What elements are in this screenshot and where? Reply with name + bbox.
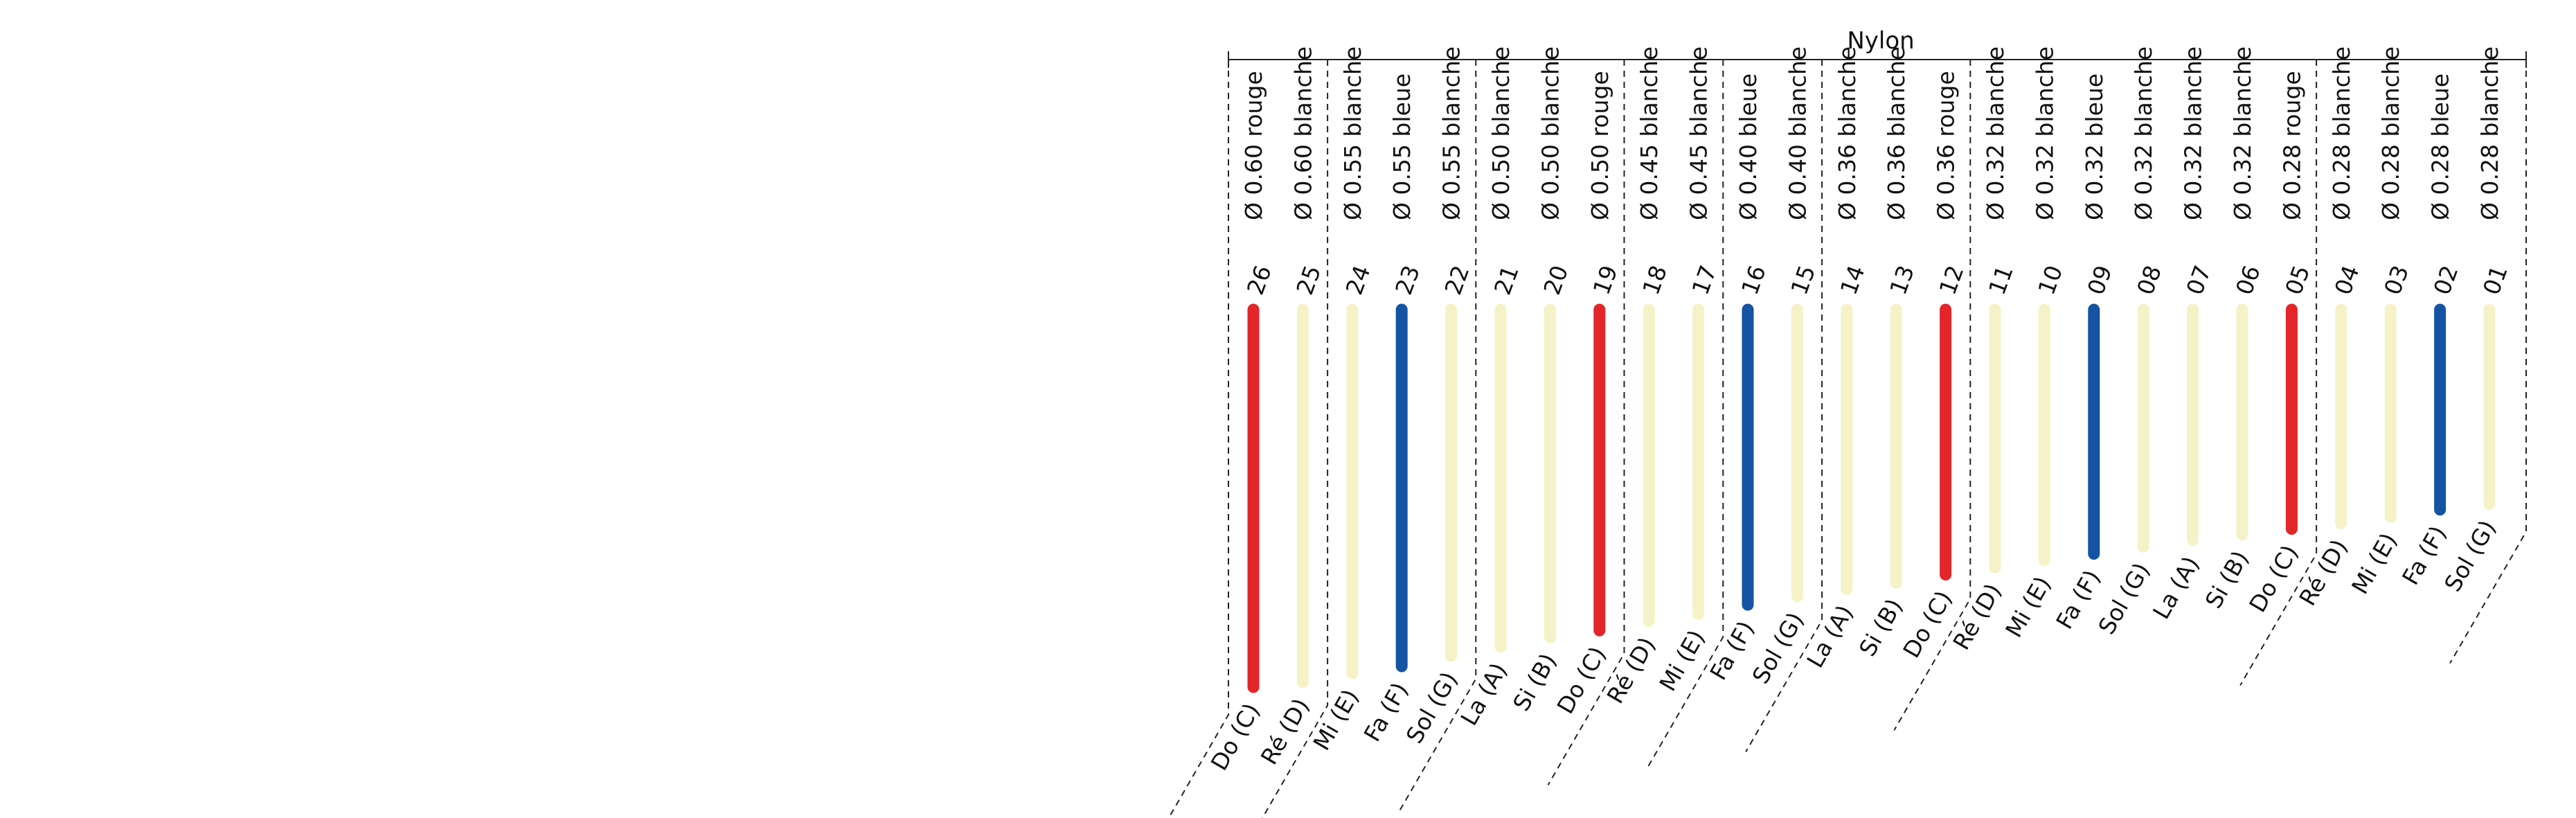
string-spec-label: Ø 0.40 blanche xyxy=(1784,46,1811,220)
string-spec-label: Ø 0.60 blanche xyxy=(1289,46,1316,220)
string-spec-label: Ø 0.50 blanche xyxy=(1487,46,1514,220)
string-spec-label: Ø 0.55 blanche xyxy=(1339,46,1366,220)
string-number-label: 08 xyxy=(2131,262,2167,299)
string-number-label: 20 xyxy=(1538,262,1573,299)
string-number-label: 22 xyxy=(1439,262,1474,299)
string-spec-label: Ø 0.32 blanche xyxy=(2130,46,2157,220)
string-number-label: 01 xyxy=(2478,262,2513,299)
string-spec-label: Ø 0.50 blanche xyxy=(1537,46,1564,220)
string-spec-label: Ø 0.45 blanche xyxy=(1685,46,1712,220)
string-note-label: Mi (E) xyxy=(1308,684,1364,755)
string-number-label: 02 xyxy=(2428,262,2463,299)
string-number-label: 11 xyxy=(1983,262,2019,299)
string-note-label: Do (C) xyxy=(2244,540,2303,616)
string-spec-label: Ø 0.40 bleue xyxy=(1735,73,1762,220)
string-spec-label: Ø 0.32 blanche xyxy=(2229,46,2256,220)
string-number-label: 13 xyxy=(1884,262,1920,299)
string-note-label: Sol (G) xyxy=(1746,607,1809,688)
group-divider xyxy=(1646,60,1724,770)
string-spec-label: Ø 0.28 rouge xyxy=(2278,71,2305,220)
group-divider xyxy=(1893,60,1971,731)
group-divider xyxy=(1261,60,1329,818)
string-spec-label: Ø 0.28 blanche xyxy=(2476,46,2503,220)
string-spec-label: Ø 0.32 blanche xyxy=(2031,46,2058,220)
string-number-label: 24 xyxy=(1341,262,1376,299)
string-number-label: 03 xyxy=(2379,262,2414,299)
string-note-label: Do (C) xyxy=(1897,586,1957,662)
string-spec-label: Ø 0.45 blanche xyxy=(1636,46,1663,220)
string-spec-label: Ø 0.36 blanche xyxy=(1834,46,1861,220)
string-spec-label: Ø 0.28 blanche xyxy=(2328,46,2355,220)
string-note-label: La (A) xyxy=(2147,551,2204,623)
string-number-label: 12 xyxy=(1933,262,1969,299)
string-number-label: 19 xyxy=(1588,262,1623,299)
string-number-label: 10 xyxy=(2032,262,2068,299)
string-note-label: Ré (D) xyxy=(1947,579,2006,655)
string-note-label: Sol (G) xyxy=(1401,667,1463,748)
string-number-label: 18 xyxy=(1637,262,1672,299)
string-spec-label: Ø 0.32 bleue xyxy=(2081,73,2108,220)
string-note-label: Do (C) xyxy=(1206,699,1265,775)
string-note-label: La (A) xyxy=(1801,601,1858,673)
string-spec-label: Ø 0.28 bleue xyxy=(2427,73,2454,220)
string-number-label: 26 xyxy=(1242,262,1277,299)
string-spec-label: Ø 0.55 bleue xyxy=(1388,73,1415,220)
group-dividers xyxy=(1168,60,2527,818)
string-spec-label: Ø 0.36 blanche xyxy=(1883,46,1910,220)
string-number-label: 25 xyxy=(1291,262,1326,299)
string-number-label: 06 xyxy=(2230,262,2266,299)
string-number-label: 09 xyxy=(2082,262,2118,299)
string-number-label: 16 xyxy=(1736,262,1771,299)
string-spec-label: Ø 0.36 rouge xyxy=(1933,71,1960,220)
string-spec-label: Ø 0.28 blanche xyxy=(2377,46,2404,220)
string-spec-label: Ø 0.50 rouge xyxy=(1586,71,1613,220)
string-number-label: 23 xyxy=(1390,262,1425,299)
string-note-label: Sol (G) xyxy=(2093,558,2155,639)
string-note-label: Do (C) xyxy=(1552,642,1611,718)
frame-left-edge xyxy=(1168,60,1229,818)
string-note-label: Sol (G) xyxy=(2439,515,2501,596)
string-number-label: 14 xyxy=(1835,262,1870,299)
string-spec-label: Ø 0.55 blanche xyxy=(1438,46,1465,220)
string-number-label: 17 xyxy=(1686,262,1721,299)
string-note-label: Ré (D) xyxy=(1255,693,1314,769)
string-spec-label: Ø 0.32 blanche xyxy=(1982,46,2009,220)
string-note-label: La (A) xyxy=(1455,658,1512,730)
string-note-label: Ré (D) xyxy=(1602,632,1661,708)
string-spec-label: Ø 0.60 rouge xyxy=(1240,71,1267,220)
string-number-label: 21 xyxy=(1489,262,1524,299)
string-note-label: Mi (E) xyxy=(1654,625,1710,696)
string-number-label: 07 xyxy=(2181,262,2216,299)
string-note-label: Mi (E) xyxy=(2000,571,2056,642)
string-number-label: 15 xyxy=(1785,262,1821,299)
string-note-label: Ré (D) xyxy=(2293,535,2352,610)
diagram-title: Nylon xyxy=(1847,27,1914,55)
string-note-label: Mi (E) xyxy=(2346,528,2402,599)
string-spec-label: Ø 0.32 blanche xyxy=(2180,46,2207,220)
string-number-label: 04 xyxy=(2329,262,2365,299)
string-number-label: 05 xyxy=(2280,262,2315,299)
strings-layer xyxy=(1247,303,2496,693)
group-divider xyxy=(1399,60,1477,811)
frame-right-edge xyxy=(2449,60,2527,664)
